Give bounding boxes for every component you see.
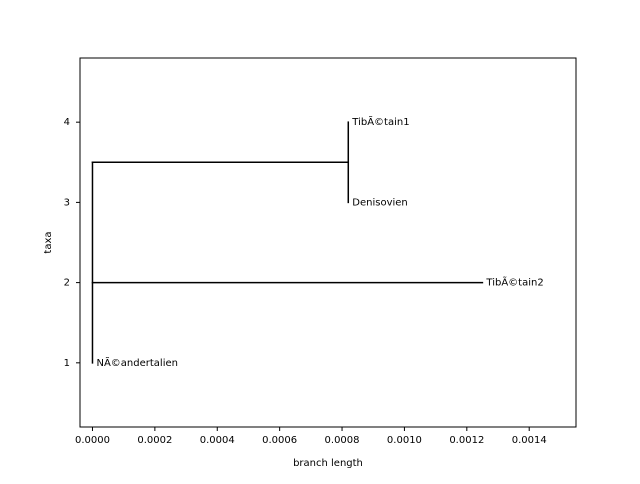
x-tick-label-1: 0.0000	[75, 435, 110, 446]
y-axis-label: taxa	[43, 231, 54, 253]
leaf-label-4: TibÃ©tain1	[351, 115, 409, 128]
x-tick-label-5: 0.0008	[325, 435, 360, 446]
x-tick-label-8: 0.0014	[512, 435, 547, 446]
y-axis-ticks: 1 2 3 4	[64, 117, 80, 369]
x-tick-label-7: 0.0012	[449, 435, 484, 446]
y-tick-label-2: 2	[64, 278, 70, 289]
leaf-label-2: TibÃ©tain2	[485, 276, 543, 289]
y-tick-label-1: 1	[64, 358, 70, 369]
x-axis-ticks: 0.0000 0.0002 0.0004 0.0006 0.0008 0.0010 0.00…	[75, 427, 547, 446]
x-tick-label-6: 0.0010	[387, 435, 422, 446]
tree-branches	[91, 121, 484, 364]
y-tick-label-3: 3	[64, 197, 70, 208]
x-axis-label: branch length	[293, 458, 363, 469]
leaf-label-1: NÃ©andertalien	[96, 356, 178, 369]
y-tick-label-4: 4	[64, 117, 70, 128]
leaf-label-3: Denisovien	[352, 197, 407, 208]
x-tick-label-3: 0.0004	[200, 435, 235, 446]
x-tick-label-2: 0.0002	[137, 435, 172, 446]
leaf-labels: NÃ©andertalien TibÃ©tain2 Denisovien TibÃ©t…	[96, 115, 543, 369]
plot-frame	[79, 57, 577, 428]
x-tick-label-4: 0.0006	[262, 435, 297, 446]
